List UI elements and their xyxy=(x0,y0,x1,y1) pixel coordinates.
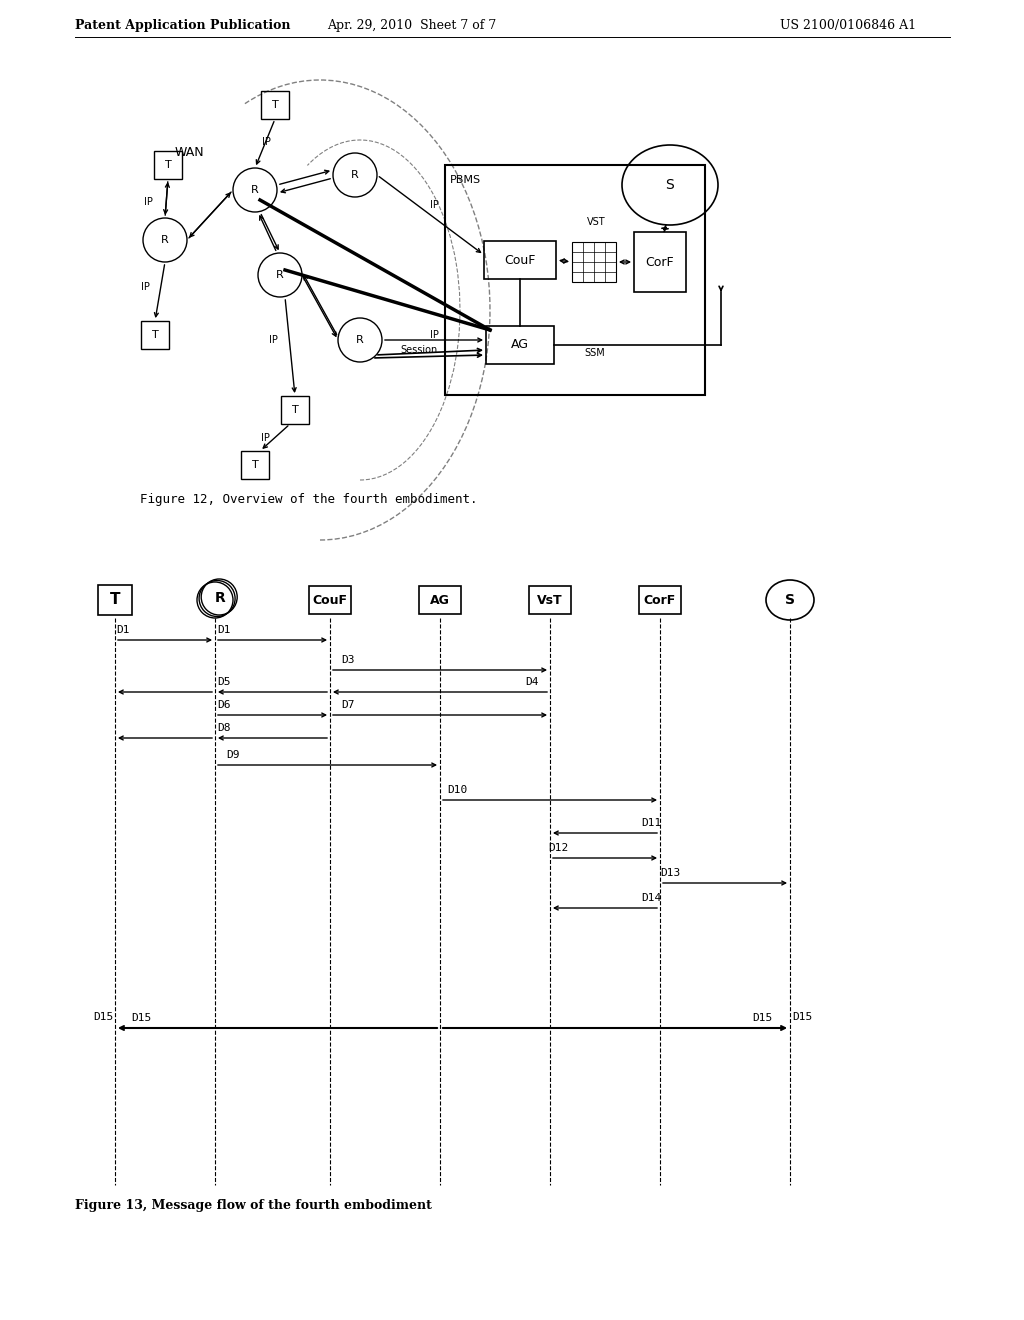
Text: SSM: SSM xyxy=(584,348,605,358)
Bar xyxy=(141,321,169,348)
Bar xyxy=(572,242,616,282)
Text: IP: IP xyxy=(260,433,269,444)
Text: D1: D1 xyxy=(117,624,130,635)
Text: WAN: WAN xyxy=(175,145,205,158)
Text: D6: D6 xyxy=(217,700,231,710)
Text: T: T xyxy=(152,330,159,341)
Text: R: R xyxy=(351,170,358,180)
Text: D11: D11 xyxy=(641,818,662,828)
Text: US 2100/0106846 A1: US 2100/0106846 A1 xyxy=(780,18,916,32)
Text: IP: IP xyxy=(430,201,439,210)
Text: CorF: CorF xyxy=(644,594,676,606)
Text: S: S xyxy=(785,593,795,607)
Bar xyxy=(281,396,309,424)
Text: CouF: CouF xyxy=(312,594,347,606)
Text: R: R xyxy=(356,335,364,345)
Bar xyxy=(484,242,556,279)
Text: IP: IP xyxy=(143,197,153,207)
Text: R: R xyxy=(276,271,284,280)
Text: T: T xyxy=(292,405,298,414)
Bar xyxy=(445,165,705,395)
Bar xyxy=(529,586,571,614)
Text: T: T xyxy=(271,100,279,110)
Bar xyxy=(486,326,554,364)
Text: AG: AG xyxy=(430,594,450,606)
Text: D9: D9 xyxy=(226,750,240,760)
Text: Figure 12, Overview of the fourth embodiment.: Figure 12, Overview of the fourth embodi… xyxy=(140,494,477,507)
Text: R: R xyxy=(161,235,169,246)
Text: T: T xyxy=(165,160,171,170)
Text: IP: IP xyxy=(140,282,150,292)
Text: R: R xyxy=(251,185,259,195)
Bar xyxy=(634,232,686,292)
Text: D12: D12 xyxy=(549,843,569,853)
Text: Figure 13, Message flow of the fourth embodiment: Figure 13, Message flow of the fourth em… xyxy=(75,1199,432,1212)
Text: D15: D15 xyxy=(93,1012,113,1022)
Text: D13: D13 xyxy=(660,869,681,878)
Text: D3: D3 xyxy=(341,655,354,665)
Text: VST: VST xyxy=(587,216,605,227)
Text: PBMS: PBMS xyxy=(450,176,481,185)
Text: T: T xyxy=(252,459,258,470)
Text: D7: D7 xyxy=(341,700,354,710)
Bar xyxy=(419,586,461,614)
Text: CouF: CouF xyxy=(504,253,536,267)
Text: D15: D15 xyxy=(752,1012,772,1023)
Bar xyxy=(639,586,681,614)
Bar xyxy=(309,586,351,614)
Text: Apr. 29, 2010  Sheet 7 of 7: Apr. 29, 2010 Sheet 7 of 7 xyxy=(328,18,497,32)
Text: CorF: CorF xyxy=(646,256,675,268)
Text: VsT: VsT xyxy=(538,594,563,606)
Text: D4: D4 xyxy=(525,677,540,686)
Text: IP: IP xyxy=(262,137,271,147)
Text: D10: D10 xyxy=(447,785,468,795)
Text: D15: D15 xyxy=(131,1012,152,1023)
Text: IP: IP xyxy=(430,330,439,341)
Text: Session: Session xyxy=(400,345,437,355)
Bar xyxy=(261,91,289,119)
Text: Patent Application Publication: Patent Application Publication xyxy=(75,18,291,32)
Text: AG: AG xyxy=(511,338,529,351)
Bar xyxy=(154,150,182,180)
Text: D1: D1 xyxy=(217,624,231,635)
Text: D15: D15 xyxy=(792,1012,812,1022)
Text: D8: D8 xyxy=(217,723,231,733)
Bar xyxy=(98,585,132,615)
Text: R: R xyxy=(215,591,225,605)
Text: S: S xyxy=(666,178,675,191)
Text: D5: D5 xyxy=(217,677,231,686)
Bar xyxy=(241,451,269,479)
Text: T: T xyxy=(110,593,120,607)
Text: D14: D14 xyxy=(641,894,662,903)
Text: IP: IP xyxy=(268,335,278,345)
